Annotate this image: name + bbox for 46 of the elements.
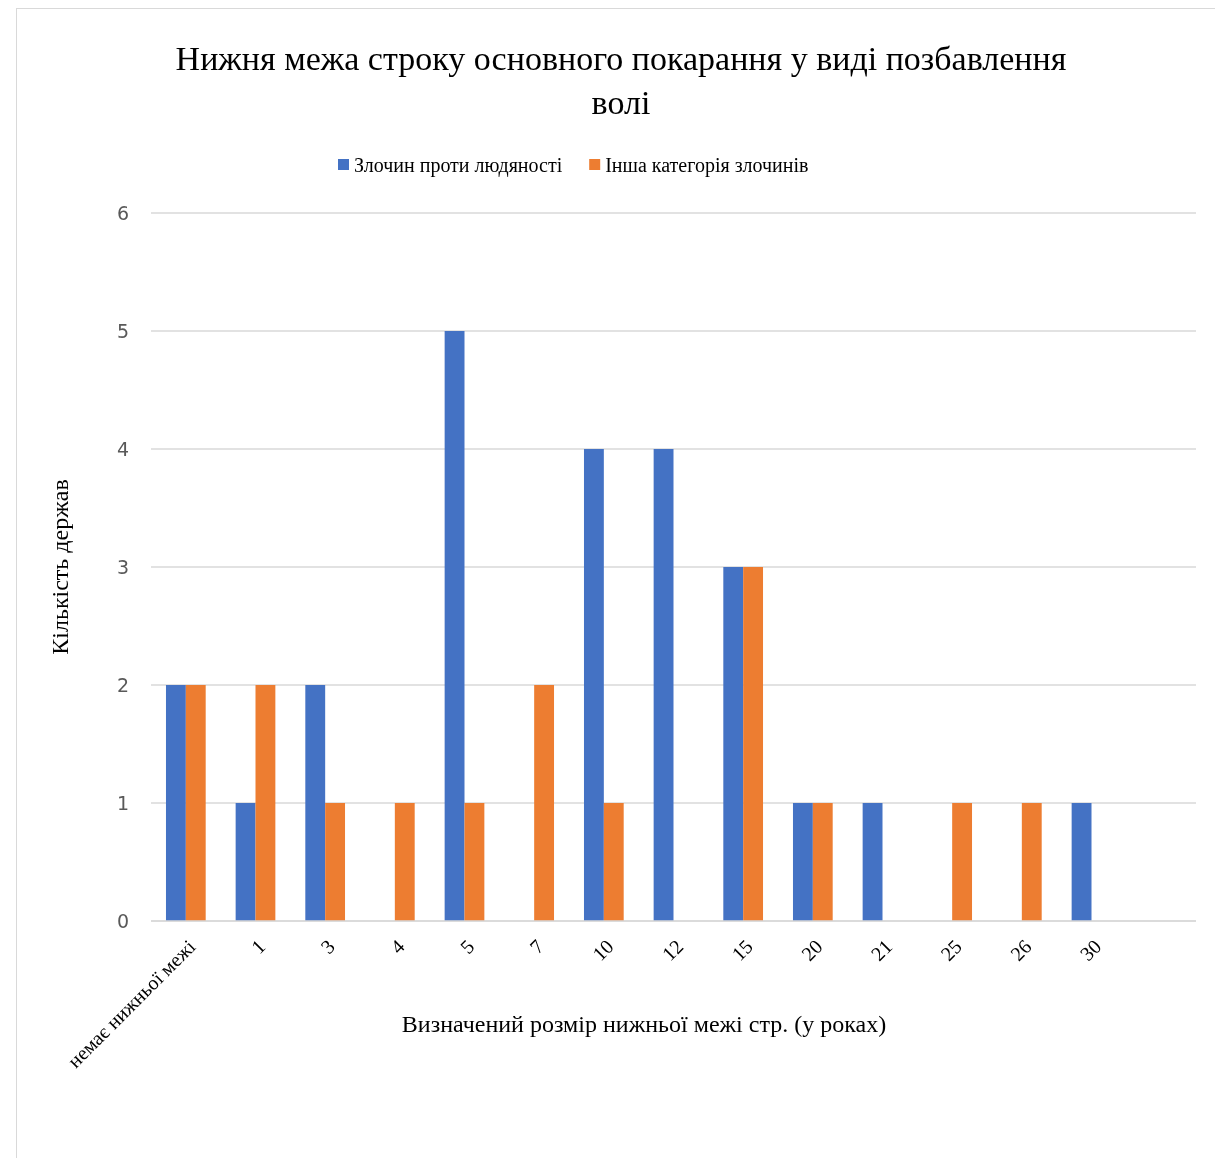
bar (583, 449, 604, 921)
x-tick-label: 21 (866, 935, 897, 965)
bar (464, 803, 485, 921)
x-tick-label: 4 (385, 935, 409, 958)
x-tick-label: 26 (1005, 935, 1036, 965)
y-tick-label: 6 (116, 201, 129, 224)
bar (743, 567, 764, 921)
bar (1071, 803, 1092, 921)
x-tick-label: 30 (1075, 935, 1106, 965)
legend-label: Інша категорія злочинів (605, 154, 809, 177)
bar (723, 567, 744, 921)
bar (165, 685, 186, 921)
bar (305, 685, 326, 921)
y-tick-label: 2 (116, 673, 129, 696)
x-axis-title: Визначений розмір нижньої межі стр. (у роках) (401, 1011, 887, 1037)
y-tick-label: 3 (116, 555, 129, 578)
x-tick-label: 5 (455, 935, 479, 958)
bar (534, 685, 555, 921)
x-tick-label: 1 (246, 935, 270, 958)
y-tick-label: 1 (116, 791, 129, 814)
bar (394, 803, 415, 921)
x-tick-label: 15 (727, 935, 757, 965)
y-tick-label: 4 (116, 437, 129, 460)
bar (792, 803, 813, 921)
x-tick-label: 3 (316, 935, 339, 958)
x-tick-label: 12 (657, 935, 688, 965)
bar (444, 331, 465, 921)
bar (862, 803, 883, 921)
bar (812, 803, 833, 921)
bar (235, 803, 256, 921)
y-tick-label: 0 (116, 909, 129, 932)
bar (325, 803, 346, 921)
x-tick-label: 10 (587, 935, 618, 965)
bar (603, 803, 624, 921)
bar (255, 685, 276, 921)
bar (185, 685, 206, 921)
chart-title: Нижня межа строку основного покарання у виді позбавлення волі (175, 40, 1067, 121)
x-tick-label: 7 (525, 935, 548, 958)
y-tick-label: 5 (116, 319, 129, 342)
x-tick-label: 25 (936, 935, 966, 965)
x-tick-label: 20 (796, 935, 827, 965)
legend-label: Злочин проти людяності (354, 154, 563, 177)
bar (653, 449, 674, 921)
bar (1021, 803, 1042, 921)
bar (952, 803, 973, 921)
y-axis-title: Кількість держав (47, 479, 73, 655)
